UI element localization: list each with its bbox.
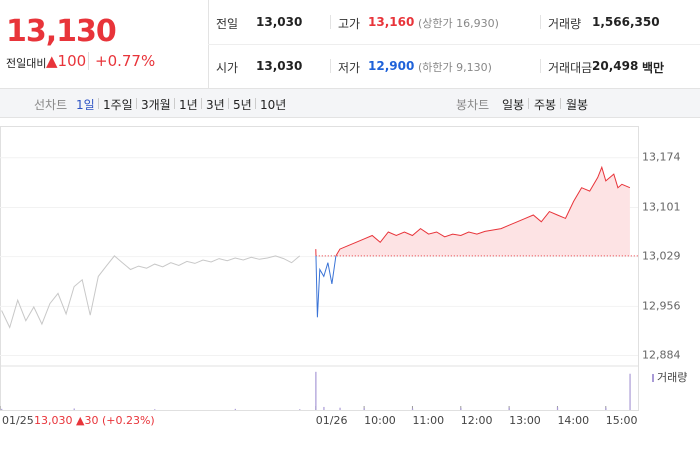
- plot-frame: [0, 126, 639, 411]
- volume-bar: [73, 408, 75, 410]
- y-tick-label: 13,101: [642, 201, 681, 214]
- volume-bar: [629, 373, 631, 410]
- volume-bar: [411, 408, 414, 410]
- divider: [208, 44, 700, 45]
- stat-value: 12,900: [368, 59, 415, 73]
- current-price: 13,130: [6, 14, 117, 49]
- period-tab[interactable]: 1년: [179, 98, 198, 112]
- stat-value: 13,030: [256, 59, 303, 73]
- x-tick-label: 11:00: [412, 414, 444, 427]
- stat-value: 1,566,350: [592, 15, 660, 29]
- stat-value: 20,498: [592, 59, 639, 73]
- y-tick-label: 13,029: [642, 250, 681, 263]
- volume-bar: [460, 408, 462, 410]
- price-box: 13,130 전일대비 ▲100 +0.77%: [0, 0, 209, 88]
- divider: [255, 98, 256, 109]
- divider: [228, 98, 229, 109]
- volume-bar: [363, 408, 365, 410]
- change: ▲100: [46, 52, 87, 70]
- x-tick-label: 01/25: [2, 414, 34, 427]
- chart: 12,884 12,956 13,029 13,101 13,174 01/25 01/26…: [0, 126, 687, 427]
- stat-value: 13,160: [368, 15, 415, 29]
- volume-bar: [154, 409, 156, 410]
- price-line: [315, 165, 631, 256]
- nav-label: 봉차트: [456, 98, 490, 112]
- price-line: [1, 255, 301, 329]
- divider: [528, 98, 529, 109]
- y-tick-label: 13,174: [642, 151, 681, 164]
- candle-tab[interactable]: 월봉: [566, 98, 589, 112]
- period-tab[interactable]: 1일: [76, 98, 95, 112]
- y-tick-label: 12,884: [642, 348, 681, 361]
- y-tick-label: 12,956: [642, 299, 681, 312]
- divider: [201, 98, 202, 109]
- stat-value: 13,030: [256, 15, 303, 29]
- stat-note: (하한가 9,130): [418, 61, 492, 74]
- candle-tab[interactable]: 일봉: [502, 98, 525, 112]
- stat-label: 거래량: [548, 17, 582, 31]
- stat-label: 고가: [338, 17, 361, 31]
- period-tab[interactable]: 3년: [206, 98, 225, 112]
- nav-bar: 선차트 1일 1주일 3개월 1년 3년 5년 10년 봉차트 일봉 주봉 월봉: [0, 88, 700, 118]
- volume-bar: [1, 408, 3, 410]
- period-tab[interactable]: 5년: [233, 98, 252, 112]
- volume-bar: [339, 407, 341, 410]
- x-tick-label: 12:00: [461, 414, 493, 427]
- divider: [174, 98, 175, 109]
- period-tab[interactable]: 3개월: [141, 98, 171, 112]
- stat-note: (상한가 16,930): [418, 17, 499, 30]
- change-pct: +0.77%: [88, 52, 155, 70]
- period-tab[interactable]: 1주일: [103, 98, 133, 112]
- stat-label: 시가: [216, 61, 239, 75]
- stat-label: 거래대금: [548, 61, 593, 75]
- divider: [560, 98, 561, 109]
- x-tick-label: 10:00: [364, 414, 396, 427]
- divider: [330, 15, 331, 29]
- volume-legend-swatch: [652, 374, 654, 382]
- divider: [540, 59, 541, 73]
- period-tab[interactable]: 10년: [260, 98, 287, 112]
- divider: [136, 98, 137, 109]
- volume-bar: [508, 407, 510, 410]
- x-tick-label: 13:00: [509, 414, 541, 427]
- divider: [540, 15, 541, 29]
- volume-bar: [234, 408, 236, 410]
- volume-bar: [323, 406, 325, 410]
- nav-label: 선차트: [34, 98, 68, 112]
- stat-label: 저가: [338, 61, 361, 75]
- stat-unit: 백만: [642, 61, 665, 75]
- volume-bar: [299, 409, 301, 410]
- stat-label: 전일: [216, 17, 239, 31]
- volume-bar: [605, 407, 607, 410]
- divider: [98, 98, 99, 109]
- x-tick-label: 01/26: [316, 414, 348, 427]
- volume-legend: 거래량: [657, 371, 687, 384]
- divider: [330, 59, 331, 73]
- area: [315, 167, 630, 256]
- x-tick-label: 14:00: [557, 414, 589, 427]
- x-tick-label: 15:00: [606, 414, 638, 427]
- volume-bar: [315, 371, 317, 410]
- volume-bar: [556, 407, 559, 410]
- candle-tab[interactable]: 주봉: [534, 98, 557, 112]
- caption: 13,030 ▲30 (+0.23%): [34, 414, 155, 427]
- change-label: 전일대비: [6, 57, 47, 70]
